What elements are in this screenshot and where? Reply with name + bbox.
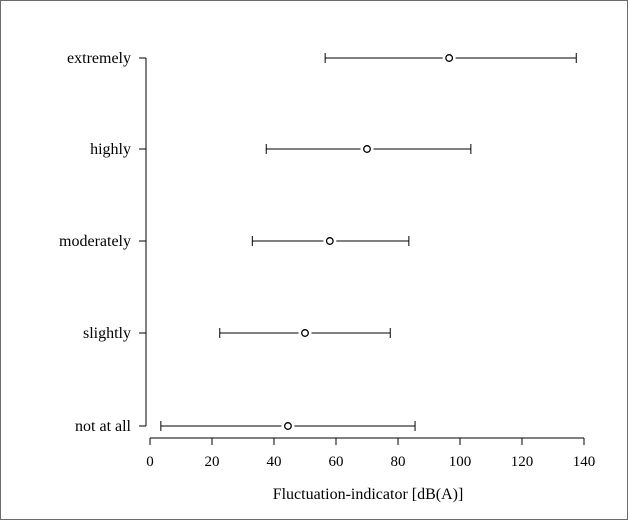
mean-marker-highly (363, 145, 371, 153)
x-axis-title: Fluctuation-indicator [dB(A)] (273, 486, 464, 503)
category-label-not-at-all: not at all (75, 418, 132, 435)
error-bar-not-at-all (160, 419, 416, 433)
category-label-highly: highly (90, 141, 131, 158)
x-tick-label-60: 60 (329, 454, 344, 470)
mean-marker-slightly (301, 329, 309, 337)
x-tick-label-140: 140 (573, 454, 596, 470)
axes-group: 0 20 40 60 80 100 120 140 not at all slightly mode… (59, 50, 595, 470)
category-label-moderately: moderately (59, 233, 131, 250)
marks-group (160, 51, 577, 433)
x-tick-label-80: 80 (391, 454, 406, 470)
mean-marker-not-at-all (284, 422, 292, 430)
error-bar-extremely (324, 51, 577, 65)
x-tick-label-100: 100 (449, 454, 472, 470)
x-tick-label-20: 20 (205, 454, 220, 470)
error-bar-slightly (219, 326, 391, 340)
x-tick-label-40: 40 (267, 454, 282, 470)
error-bar-moderately (251, 234, 410, 248)
x-tick-label-120: 120 (511, 454, 534, 470)
category-label-extremely: extremely (67, 50, 131, 67)
category-label-slightly: slightly (83, 325, 131, 342)
mean-marker-moderately (325, 237, 334, 245)
x-tick-label-0: 0 (146, 454, 154, 470)
error-bar-highly (265, 142, 472, 156)
mean-marker-extremely (445, 54, 454, 62)
